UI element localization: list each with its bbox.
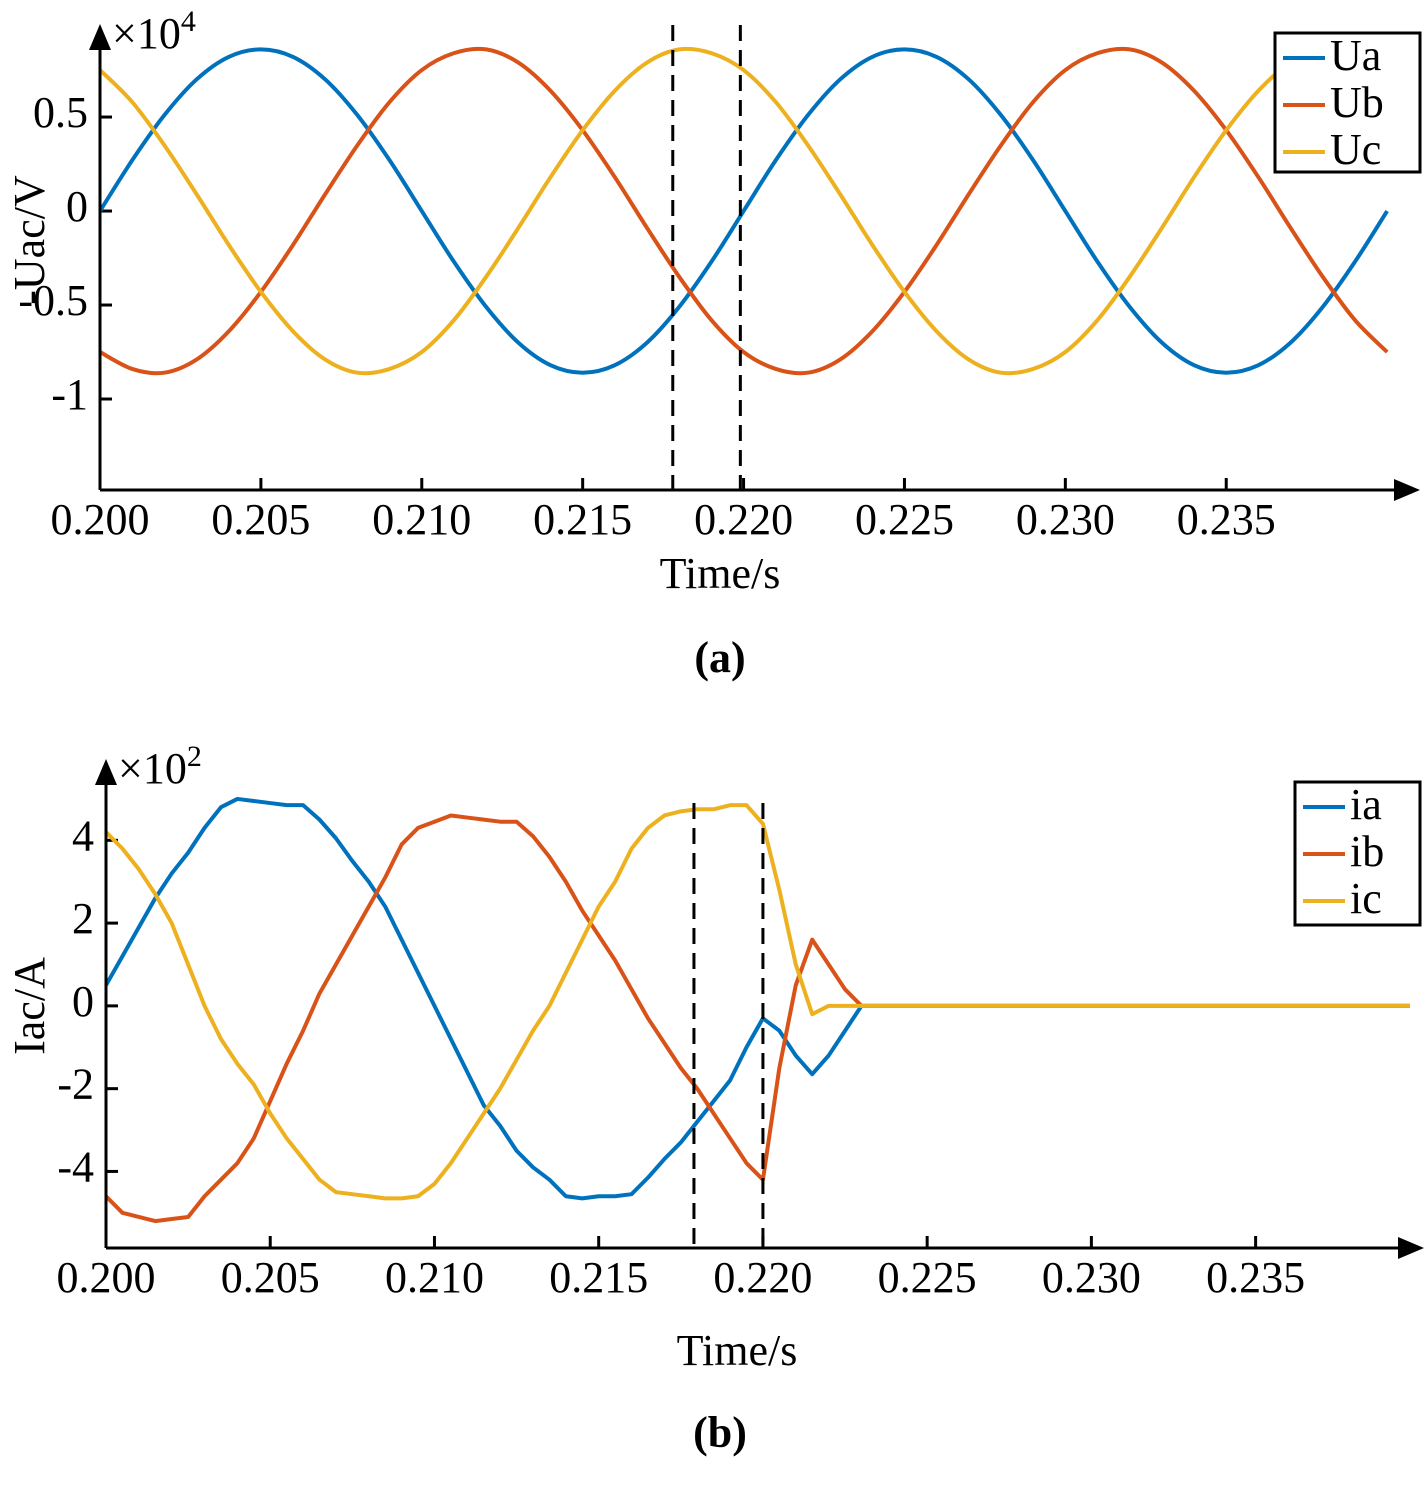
series-line [104, 813, 1410, 1224]
x-tick-label: 0.210 [385, 1253, 484, 1302]
y-axis-arrow [89, 24, 111, 50]
x-axis-label: Time/s [660, 549, 781, 598]
x-tick-label: 0.210 [372, 495, 471, 544]
legend-label: Ua [1330, 31, 1381, 80]
legend-label: ic [1350, 874, 1382, 923]
series-line [104, 803, 1410, 1201]
y-multiplier: ×104 [112, 5, 196, 58]
y-axis-arrow [95, 759, 117, 785]
x-tick-label: 0.235 [1177, 495, 1276, 544]
y-axis-label: Iac/A [5, 957, 54, 1055]
x-tick-label: 0.230 [1042, 1253, 1141, 1302]
legend-label: ia [1350, 780, 1382, 829]
x-axis-arrow [1398, 1237, 1424, 1259]
x-tick-label: 0.235 [1206, 1253, 1305, 1302]
caption: (a) [694, 633, 745, 682]
series-line [104, 796, 1410, 1201]
x-tick-label: 0.220 [694, 495, 793, 544]
y-tick-label: -0.5 [18, 276, 88, 325]
x-tick-label: 0.225 [855, 495, 954, 544]
x-tick-label: 0.215 [549, 1253, 648, 1302]
series-line [98, 47, 1389, 375]
legend-label: ib [1350, 827, 1384, 876]
y-tick-label: 4 [72, 811, 94, 860]
y-tick-label: -1 [51, 370, 88, 419]
y-tick-label: -4 [57, 1143, 94, 1192]
series-line [99, 46, 1389, 376]
x-tick-label: 0.220 [713, 1253, 812, 1302]
y-tick-label: 0 [72, 977, 94, 1026]
y-tick-label: 0.5 [33, 88, 88, 137]
x-tick-label: 0.225 [878, 1253, 977, 1302]
legend-label: Ub [1330, 78, 1384, 127]
y-tick-label: -2 [57, 1060, 94, 1109]
multiplier-base: ×10 [112, 9, 181, 58]
multiplier-base: ×10 [118, 744, 187, 793]
series-line [98, 46, 1389, 376]
multiplier-exponent: 2 [187, 740, 202, 773]
y-tick-label: 2 [72, 894, 94, 943]
x-tick-label: 0.205 [211, 495, 310, 544]
x-tick-label: 0.205 [221, 1253, 320, 1302]
y-tick-label: 0 [66, 182, 88, 231]
x-tick-label: 0.200 [57, 1253, 156, 1302]
legend-label: Uc [1330, 125, 1381, 174]
x-tick-label: 0.200 [51, 495, 150, 544]
y-axis-label: -Uac/V [5, 175, 54, 305]
x-axis-arrow [1394, 479, 1420, 501]
multiplier-exponent: 4 [181, 5, 196, 38]
x-tick-label: 0.230 [1016, 495, 1115, 544]
y-multiplier: ×102 [118, 740, 202, 793]
x-tick-label: 0.215 [533, 495, 632, 544]
caption: (b) [693, 1408, 747, 1457]
x-axis-label: Time/s [677, 1326, 798, 1375]
